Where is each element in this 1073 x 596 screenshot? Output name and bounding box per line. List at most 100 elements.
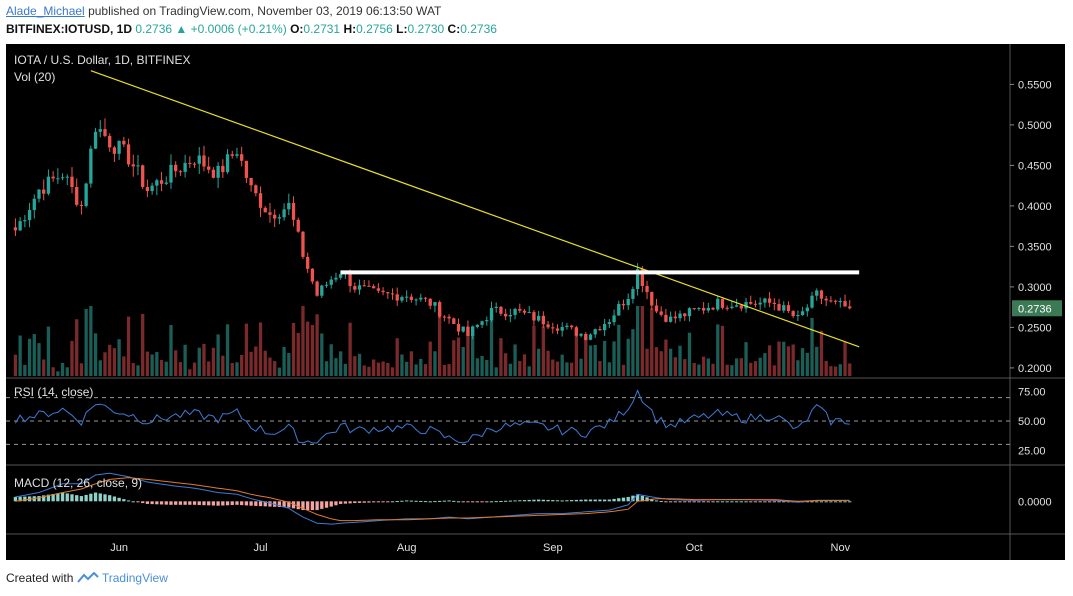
macd-histogram-bar — [753, 501, 758, 503]
volume-bar — [126, 316, 131, 376]
volume-bar — [117, 339, 121, 376]
candle-body — [405, 296, 409, 298]
macd-histogram-bar — [306, 501, 310, 511]
macd-histogram-bar — [310, 501, 315, 511]
time-axis[interactable]: Jun Jul Aug Sep Oct Nov — [110, 542, 850, 554]
volume-bar — [626, 338, 630, 376]
macd-histogram-bar — [65, 493, 69, 502]
candle-body — [329, 279, 333, 285]
time-tick-label: Nov — [831, 542, 851, 554]
macd-histogram-bar — [126, 500, 131, 502]
volume-bar — [584, 337, 588, 376]
candle-body — [579, 333, 583, 336]
macd-histogram-bar — [18, 496, 22, 502]
macd-label: MACD (12, 26, close, 9) — [14, 476, 142, 490]
macd-histogram-bar — [480, 501, 484, 503]
candle-body — [433, 302, 437, 306]
macd-histogram-bar — [730, 501, 734, 503]
candle-body — [701, 308, 706, 311]
publish-text: published on TradingView.com, November 0… — [88, 4, 442, 18]
volume-bar — [174, 350, 178, 376]
candle-body — [848, 306, 852, 309]
volume-bar — [409, 351, 414, 376]
macd-histogram-bar — [164, 501, 168, 505]
macd-histogram-bar — [532, 499, 536, 502]
candle-body — [291, 202, 296, 220]
volume-bar — [112, 348, 117, 376]
up-arrow-icon: ▲ — [175, 22, 188, 36]
volume-bar — [273, 361, 277, 376]
macd-histogram-bar — [268, 501, 272, 507]
candle-body — [273, 214, 277, 219]
candle-body — [310, 268, 315, 282]
candle-body — [659, 311, 663, 315]
chart-svg[interactable]: 0.5500 0.5000 0.4500 0.4000 0.3500 0.3000 0.25… — [6, 44, 1065, 560]
macd-histogram-bar — [122, 499, 126, 502]
candle-body — [819, 290, 824, 299]
volume-bar — [536, 348, 541, 376]
macd-histogram-bar — [673, 501, 677, 503]
macd-histogram-bar — [626, 496, 630, 502]
candle-body — [141, 165, 145, 188]
macd-histogram-bar — [555, 500, 560, 502]
candle-body — [461, 326, 465, 332]
volume-bar — [791, 344, 795, 376]
macd-histogram-bar — [296, 501, 300, 510]
candle-body — [683, 313, 687, 317]
macd-histogram-bar — [734, 501, 739, 503]
candle-body — [551, 327, 555, 329]
volume-bar — [334, 358, 338, 376]
candle-body — [263, 207, 267, 213]
author-link[interactable]: Alade_Michael — [6, 4, 85, 18]
macd-histogram-bar — [131, 501, 135, 503]
macd-histogram-bar — [315, 501, 319, 511]
candle-body — [42, 189, 46, 194]
candle-body — [240, 154, 244, 161]
volume-bar — [499, 338, 503, 376]
candle-body — [438, 302, 442, 317]
price-axis[interactable]: 0.5500 0.5000 0.4500 0.4000 0.3500 0.3000 0.25… — [1010, 79, 1062, 508]
macd-histogram-bar — [848, 501, 852, 503]
volume-bar — [466, 328, 470, 376]
candle-body — [230, 154, 234, 156]
quote-line: BITFINEX:IOTUSD, 1D 0.2736 ▲ +0.0006 (+0… — [6, 22, 497, 36]
candle-body — [815, 290, 819, 296]
volume-bar — [131, 363, 135, 376]
chart-area[interactable]: 0.5500 0.5000 0.4500 0.4000 0.3500 0.3000 0.25… — [6, 44, 1065, 560]
volume-bar — [838, 364, 842, 376]
candle-body — [569, 325, 574, 328]
candles — [13, 118, 852, 341]
tradingview-link[interactable]: TradingView — [101, 571, 168, 585]
candle-body — [32, 198, 36, 211]
candle-body — [838, 301, 842, 303]
candle-body — [89, 148, 93, 184]
volume-bar — [282, 346, 286, 376]
volume-bar — [763, 353, 767, 376]
macd-histogram-bar — [569, 500, 574, 502]
candle-body — [447, 316, 451, 319]
macd-histogram-bar — [390, 501, 395, 503]
volume-bar — [560, 354, 564, 376]
macd-histogram-bar — [447, 500, 451, 502]
macd-histogram-bar — [452, 500, 456, 502]
volume-bar — [673, 357, 677, 376]
volume-bar — [829, 366, 833, 376]
macd-histogram-bar — [508, 500, 513, 502]
candle-body — [108, 135, 112, 148]
volume-bar — [546, 350, 550, 376]
candle-body — [485, 320, 489, 322]
candle-body — [640, 269, 644, 286]
candle-body — [18, 221, 22, 231]
macd-histogram-bar — [659, 501, 663, 503]
volume-bar — [324, 361, 329, 376]
volume-bar — [32, 334, 36, 376]
rsi-tick-label: 75.00 — [1018, 387, 1046, 399]
candle-body — [635, 269, 640, 290]
volume-bar — [664, 339, 668, 376]
candle-body — [617, 303, 621, 316]
candle-body — [673, 316, 677, 319]
macd-histogram-bar — [51, 493, 55, 502]
macd-histogram-bar — [758, 501, 762, 503]
price-tick-label: 0.4500 — [1018, 160, 1052, 172]
candle-body — [112, 147, 117, 154]
